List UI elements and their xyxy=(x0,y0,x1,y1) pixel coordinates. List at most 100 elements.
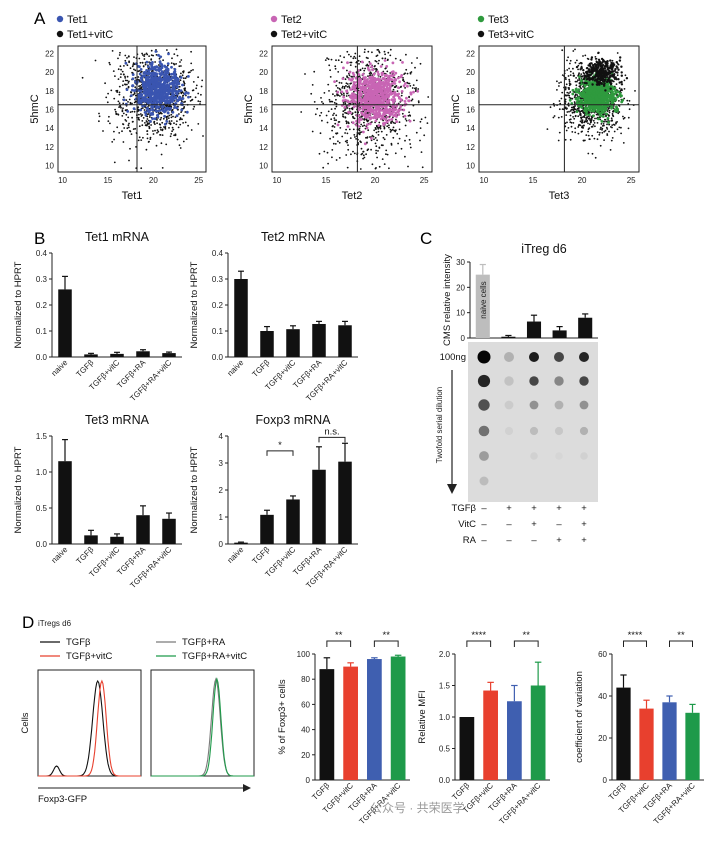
scatter-point xyxy=(347,121,350,124)
scatter-point xyxy=(145,75,149,79)
scatter-point xyxy=(172,128,175,131)
scatter-point xyxy=(360,112,364,116)
scatter-point xyxy=(606,128,609,130)
scatter-point xyxy=(618,87,621,90)
scatter-point xyxy=(566,59,568,62)
scatter-point xyxy=(342,113,344,116)
scatter-point xyxy=(364,48,366,51)
scatter-point xyxy=(395,118,397,121)
scatter-point xyxy=(150,101,154,104)
scatter-point xyxy=(177,89,181,93)
scatter-point xyxy=(126,110,130,113)
scatter-point xyxy=(182,107,185,110)
scatter-point xyxy=(179,89,183,92)
scatter-point xyxy=(577,96,581,100)
scatter-point xyxy=(357,59,360,62)
scatter-point xyxy=(411,98,414,101)
scatter-point xyxy=(329,69,331,72)
scatter-point xyxy=(158,72,162,75)
scatter-point xyxy=(162,59,165,62)
scatter-point xyxy=(595,97,599,101)
scatter-point xyxy=(339,89,342,91)
scatter-point xyxy=(406,72,409,75)
scatter-point xyxy=(339,95,341,97)
scatter-point xyxy=(415,79,418,82)
scatter-point xyxy=(394,85,397,88)
scatter-point xyxy=(368,93,372,97)
scatter-point xyxy=(591,95,595,99)
scatter-point xyxy=(402,84,406,88)
scatter-point xyxy=(332,136,335,138)
scatter-point xyxy=(143,109,146,111)
scatter-point xyxy=(148,140,150,143)
scatter-point xyxy=(568,94,571,97)
scatter-point xyxy=(149,67,153,71)
scatter-point xyxy=(121,115,124,117)
scatter-point xyxy=(337,94,340,97)
scatter-point xyxy=(137,118,140,121)
scatter-point xyxy=(568,78,571,81)
scatter-point xyxy=(386,125,389,128)
y-tick-label: 12 xyxy=(259,143,268,152)
scatter-point xyxy=(173,53,176,55)
scatter-point xyxy=(610,92,614,96)
scatter-point xyxy=(129,111,132,113)
scatter-point xyxy=(409,143,412,145)
scatter-point xyxy=(359,69,362,72)
scatter-point xyxy=(405,135,408,137)
scatter-point xyxy=(394,111,398,115)
scatter-point xyxy=(343,105,347,109)
scatter-point xyxy=(183,101,185,103)
scatter-point xyxy=(390,70,394,74)
scatter-point xyxy=(567,75,570,77)
scatter-point xyxy=(345,122,348,125)
scatter-point xyxy=(600,120,604,123)
scatter-point xyxy=(310,92,313,95)
scatter-point xyxy=(363,69,366,72)
scatter-point xyxy=(569,114,572,117)
scatter-point xyxy=(355,138,357,140)
scatter-point xyxy=(114,110,117,113)
scatter-point xyxy=(157,90,161,93)
scatter-point xyxy=(124,119,127,121)
scatter-point xyxy=(173,106,177,109)
scatter-point xyxy=(133,68,135,71)
scatter-point xyxy=(178,144,181,147)
scatter-point xyxy=(135,146,137,148)
scatter-point xyxy=(170,65,173,69)
scatter-point xyxy=(351,75,353,78)
scatter-point xyxy=(620,71,623,74)
scatter-point xyxy=(582,125,585,127)
scatter-point xyxy=(327,83,330,86)
scatter-point xyxy=(182,71,185,74)
scatter-point xyxy=(566,69,569,71)
scatter-point xyxy=(594,58,597,60)
scatter-point xyxy=(165,120,169,123)
scatter-point xyxy=(364,99,368,103)
scatter-point xyxy=(558,82,560,84)
scatter-point xyxy=(598,131,601,134)
scatter-point xyxy=(376,139,378,142)
scatter-point xyxy=(375,149,377,152)
scatter-point xyxy=(300,111,303,113)
scatter-point xyxy=(399,59,402,62)
scatter-point xyxy=(568,67,570,70)
scatter-point xyxy=(369,71,372,74)
scatter-point xyxy=(195,84,198,87)
scatter-point xyxy=(374,137,377,139)
scatter-point xyxy=(405,96,408,100)
scatter-point xyxy=(365,136,367,139)
scatter-point xyxy=(600,95,604,99)
scatter-point xyxy=(182,140,185,143)
scatter-point xyxy=(589,121,592,124)
scatter-point xyxy=(139,95,143,99)
scatter-point xyxy=(344,98,347,102)
scatter-point xyxy=(118,93,121,96)
scatter-point xyxy=(334,107,336,110)
scatter-point xyxy=(338,141,341,144)
scatter-point xyxy=(345,95,348,97)
scatter-point xyxy=(175,63,178,65)
scatter-point xyxy=(558,85,560,87)
scatter-point xyxy=(335,102,338,105)
scatter-point xyxy=(608,94,612,98)
